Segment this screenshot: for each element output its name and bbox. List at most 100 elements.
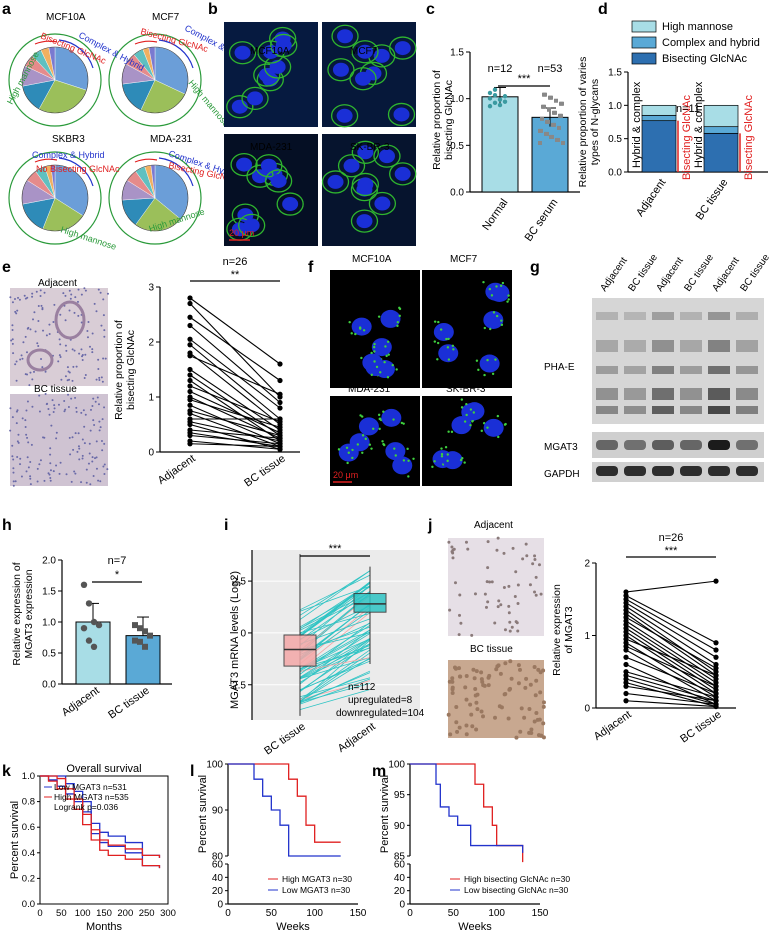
cell-nucleus <box>275 38 292 53</box>
ihc-nucleus <box>83 376 86 379</box>
pie-title-mcf10a: MCF10A <box>46 12 86 23</box>
ihc-nucleus <box>49 447 52 450</box>
ihc-cell <box>514 735 519 740</box>
cell-granule <box>406 447 409 451</box>
ihc-cell <box>514 620 518 624</box>
cell-membrane <box>321 170 350 194</box>
i-pair-line <box>299 683 371 703</box>
ihc-cell <box>474 727 479 732</box>
ihc-nucleus <box>57 403 60 406</box>
c-point <box>487 103 493 109</box>
ihc-cell <box>466 547 470 551</box>
ihc-cell <box>486 540 490 544</box>
cell-granule <box>360 356 363 360</box>
ihc-nucleus <box>29 460 32 463</box>
ihc-nucleus <box>43 291 46 294</box>
cell-nucleus <box>394 41 411 56</box>
l-x-tick-label: 0 <box>225 908 231 919</box>
i-box <box>353 593 387 613</box>
cell-nucleus <box>327 174 344 189</box>
i-pair-line <box>299 689 371 710</box>
cell-granule <box>504 422 507 426</box>
band-pha-e <box>596 366 618 374</box>
j-y-tick-label: 1 <box>584 631 590 642</box>
j-pair-line <box>625 613 717 676</box>
cell-nucleus <box>355 71 372 86</box>
ihc-nucleus <box>25 409 28 412</box>
i-pair-line <box>299 672 371 703</box>
j-point-a <box>623 683 629 689</box>
cell-granule <box>447 358 451 361</box>
ihc-nucleus <box>39 289 42 292</box>
cell-granule <box>440 452 444 456</box>
ihc-nucleus <box>76 450 79 453</box>
ihc-cell <box>484 605 488 609</box>
j-point-b <box>713 672 719 678</box>
lane-label: Adjacent <box>710 255 741 293</box>
j-point-a <box>623 625 629 631</box>
cell-granule <box>447 337 450 341</box>
ihc-cell <box>508 620 512 624</box>
ihc-nucleus <box>102 465 105 468</box>
band-pha-e <box>736 340 758 352</box>
ihc-nucleus <box>70 480 73 483</box>
ihc-nucleus <box>29 475 32 478</box>
j-point-a <box>623 647 629 653</box>
panel-letter-g: g <box>530 259 540 276</box>
cell-granule <box>494 358 497 361</box>
ihc-nucleus <box>64 344 67 347</box>
m-series-line <box>410 763 524 853</box>
ihc-nucleus <box>49 479 52 482</box>
ihc-cell <box>471 667 476 672</box>
ihc-nucleus <box>76 300 79 303</box>
cell-granule <box>445 337 448 341</box>
pie-group-a <box>8 33 202 245</box>
band-pha-e <box>652 388 674 400</box>
e-pair-line <box>189 297 281 365</box>
band-pha-e <box>596 388 618 400</box>
ihc-nucleus <box>18 298 21 301</box>
ihc-nucleus <box>91 348 94 351</box>
chart-d: 0.0 0.5 1.0 1.5 Relative proportion of varie… <box>577 20 768 222</box>
c-point <box>487 96 493 101</box>
d-inner-label: Hybrid & complex <box>693 81 705 168</box>
k-y-tick-label: 1.0 <box>22 771 35 782</box>
ihc-e-label-bottom: BC tissue <box>34 384 77 395</box>
ihc-nucleus <box>88 442 91 445</box>
ihc-nucleus <box>77 432 80 435</box>
panel-letter-i: i <box>224 517 228 534</box>
e-point-a <box>187 410 193 417</box>
ihc-nucleus <box>58 472 61 475</box>
ihc-nucleus <box>78 458 81 461</box>
h-bar <box>75 621 111 685</box>
h-point <box>132 637 138 644</box>
ihc-nucleus <box>12 467 15 470</box>
ihc-cell <box>508 629 512 633</box>
ihc-nucleus <box>68 309 71 312</box>
ihc-nucleus <box>25 433 28 436</box>
cell-granule <box>351 448 354 452</box>
c-n-label: n=12 <box>488 63 513 75</box>
ihc-nucleus <box>19 463 22 466</box>
ihc-nucleus <box>77 288 80 291</box>
d-x-label: BC tissue <box>694 177 731 222</box>
cell-granule <box>412 457 415 460</box>
ihc-nucleus <box>60 378 63 381</box>
ihc-nucleus <box>91 456 94 459</box>
l-series-line <box>228 763 341 857</box>
cell-membrane <box>389 36 417 60</box>
panel-letter-j: j <box>427 517 432 534</box>
j-pair-line <box>625 609 717 673</box>
cell-granule <box>378 427 381 431</box>
ihc-cell <box>516 629 520 633</box>
ihc-cell <box>448 608 452 612</box>
ihc-nucleus <box>91 405 94 408</box>
blot-label-gapdh: GAPDH <box>544 469 580 480</box>
ihc-nucleus <box>100 324 103 327</box>
h-x-label: BC tissue <box>106 685 151 722</box>
cell-granule <box>360 415 364 418</box>
ihc-nucleus <box>82 409 85 412</box>
cell-nucleus <box>236 157 253 172</box>
cell-granule <box>469 408 473 411</box>
